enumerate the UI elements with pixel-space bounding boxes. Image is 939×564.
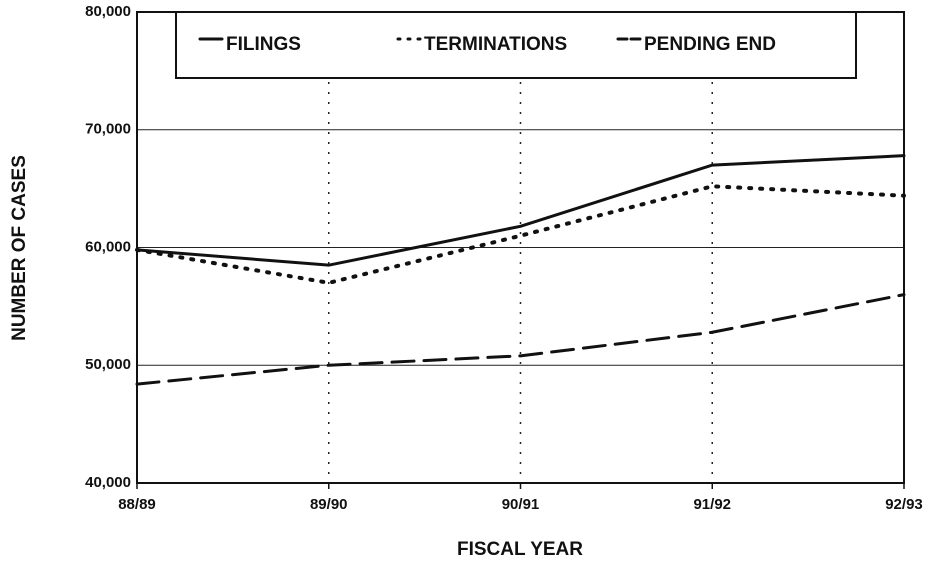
series-line — [135, 154, 906, 267]
series-line — [135, 293, 906, 386]
x-axis-title: FISCAL YEAR — [457, 539, 583, 560]
legend-label: FILINGS — [226, 34, 301, 55]
y-tick-label: 80,000 — [85, 3, 131, 20]
x-tick-label: 91/92 — [693, 496, 731, 513]
y-tick-label: 50,000 — [85, 356, 131, 373]
y-axis-title: NUMBER OF CASES — [9, 155, 30, 341]
legend-label: TERMINATIONS — [424, 34, 567, 55]
legend-label: PENDING END — [644, 34, 776, 55]
x-tick-label: 92/93 — [885, 496, 923, 513]
y-tick-label: 40,000 — [85, 474, 131, 491]
x-tick-label: 90/91 — [502, 496, 540, 513]
y-tick-label: 60,000 — [85, 238, 131, 255]
legend-box — [175, 11, 857, 79]
x-tick-label: 88/89 — [118, 496, 156, 513]
x-tick-label: 89/90 — [310, 496, 348, 513]
y-tick-label: 70,000 — [85, 121, 131, 138]
series-line — [135, 184, 906, 285]
